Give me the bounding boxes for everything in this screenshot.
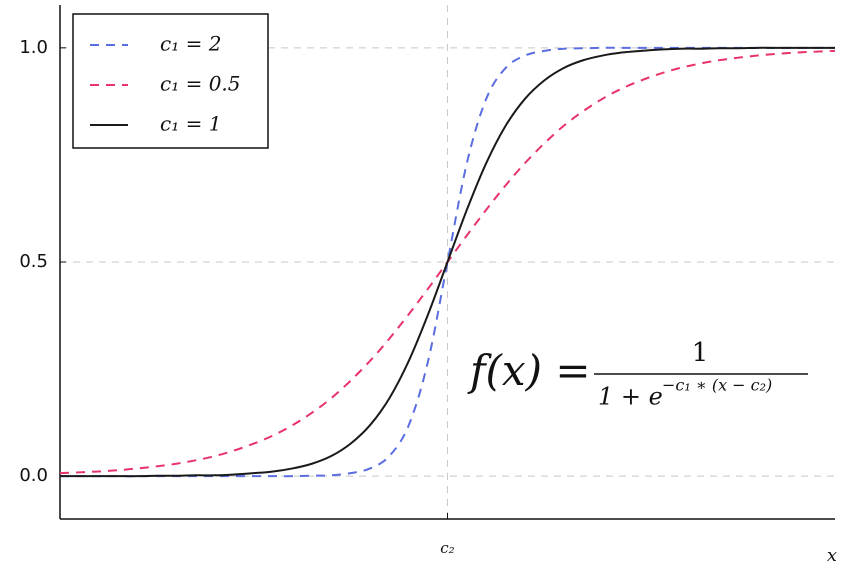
formula-numerator: 1	[692, 338, 709, 368]
formula-lhs: f(x) =	[467, 346, 591, 395]
legend-label: c₁ = 2	[160, 32, 221, 56]
formula: f(x) = 1 1 + e −c₁ ∗ (x − c₂)	[467, 338, 808, 411]
x-axis-label: x	[827, 545, 837, 566]
legend-label: c₁ = 1	[160, 112, 221, 136]
formula-exponent: −c₁ ∗ (x − c₂)	[662, 376, 772, 395]
y-tick-label: 1.0	[19, 37, 48, 58]
series-line	[59, 46, 835, 478]
legend-label: c₁ = 0.5	[160, 72, 241, 96]
x-tick-label: c₂	[440, 539, 454, 557]
y-tick-label: 0.0	[19, 465, 48, 486]
y-tick-label: 0.5	[19, 251, 48, 272]
formula-denominator: 1 + e	[598, 383, 663, 411]
